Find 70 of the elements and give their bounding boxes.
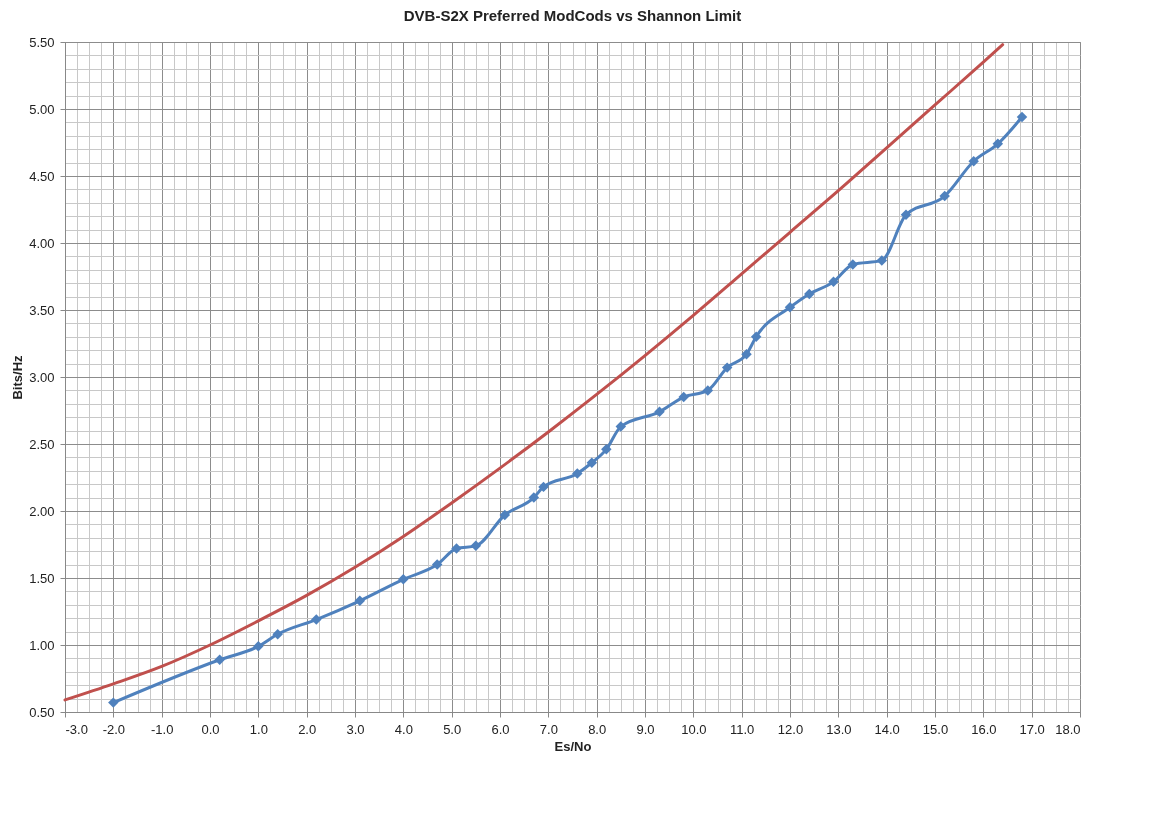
- point: [354, 595, 366, 607]
- x-tick-label: 0.0: [201, 721, 220, 737]
- x-tick-label: 9.0: [636, 721, 655, 737]
- x-tick-label: 4.0: [394, 721, 413, 737]
- x-tick-label: 2.0: [298, 721, 317, 737]
- point: [900, 209, 912, 221]
- point: [784, 302, 796, 313]
- point: [586, 457, 598, 468]
- point: [741, 348, 752, 360]
- point: [828, 276, 839, 288]
- point: [272, 629, 283, 640]
- y-tick-label: 2.50: [29, 436, 55, 452]
- x-tick-label: 15.0: [922, 721, 949, 737]
- y-tick-label: 1.50: [29, 570, 55, 586]
- y-tick-label: 1.00: [29, 637, 55, 653]
- x-tick-label: -1.0: [150, 721, 174, 737]
- y-tick-label: 3.00: [29, 369, 55, 385]
- line-series: [63, 43, 1005, 702]
- point: [311, 614, 322, 625]
- y-tick-label: 2.00: [29, 503, 55, 519]
- point: [108, 697, 119, 708]
- point: [451, 543, 462, 554]
- point: [750, 331, 762, 343]
- point: [499, 509, 511, 521]
- x-tick-label: 6.0: [491, 721, 510, 737]
- chart-title: DVB-S2X Preferred ModCods vs Shannon Limit: [403, 7, 742, 24]
- x-tick-label: 12.0: [777, 721, 804, 737]
- point: [804, 288, 815, 300]
- y-axis-title: Bits/Hz: [10, 354, 26, 400]
- x-tick-label: 5.0: [443, 721, 462, 737]
- point: [538, 481, 549, 493]
- point: [847, 259, 859, 270]
- x-tick-label: -3.0: [65, 721, 88, 737]
- x-tick-label: 17.0: [1019, 721, 1045, 737]
- x-tick-label: 14.0: [874, 721, 900, 737]
- point: [528, 492, 540, 503]
- point: [968, 156, 979, 167]
- x-tick-label: 8.0: [588, 721, 607, 737]
- point: [1016, 111, 1028, 123]
- x-tick-label: 1.0: [249, 721, 268, 737]
- x-axis-title: Es/No: [554, 738, 592, 754]
- y-tick-label: 3.50: [29, 302, 55, 318]
- point: [398, 574, 409, 585]
- point: [678, 391, 689, 403]
- point: [939, 190, 950, 202]
- x-tick-label: -2.0: [102, 721, 126, 737]
- y-tick-label: 5.50: [29, 34, 55, 50]
- y-tick-label: 5.00: [29, 101, 55, 117]
- point: [702, 385, 714, 396]
- y-tick-label: 4.50: [29, 168, 55, 184]
- x-tick-label: 3.0: [346, 721, 365, 737]
- point: [572, 468, 583, 479]
- point: [615, 421, 627, 432]
- x-tick-label: 10.0: [681, 721, 707, 737]
- point: [601, 444, 612, 455]
- point: [721, 362, 733, 373]
- x-tick-label: 13.0: [826, 721, 852, 737]
- x-tick-label: 7.0: [539, 721, 558, 737]
- point: [431, 559, 443, 570]
- point: [214, 654, 225, 665]
- point: [992, 138, 1004, 150]
- x-tick-label: 11.0: [729, 721, 755, 737]
- x-tick-label: 18.0: [1055, 721, 1081, 737]
- point: [470, 540, 482, 552]
- point: [253, 641, 264, 652]
- point: [876, 255, 888, 266]
- point: [654, 406, 665, 418]
- y-tick-label: 0.50: [29, 704, 55, 720]
- x-tick-label: 16.0: [971, 721, 997, 737]
- y-tick-label: 4.00: [29, 235, 55, 251]
